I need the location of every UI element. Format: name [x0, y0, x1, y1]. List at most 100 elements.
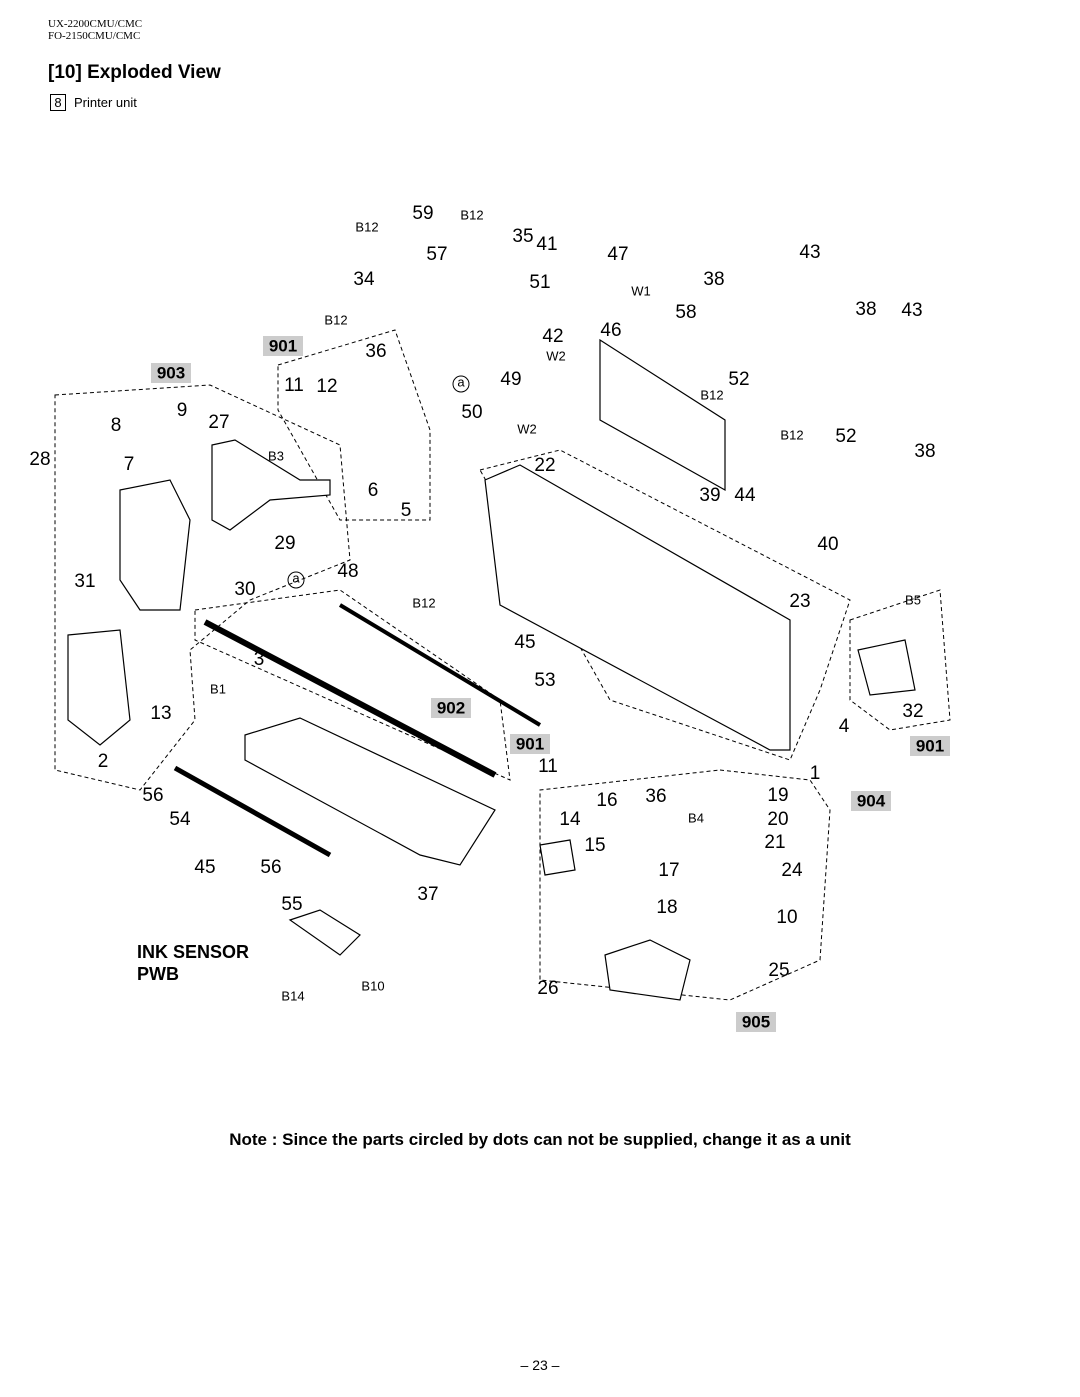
part-number: 51: [529, 272, 550, 293]
fastener-label: B5: [905, 592, 921, 607]
part-number: 36: [645, 786, 666, 807]
part-number: 19: [767, 785, 788, 806]
part-number: 59: [412, 203, 433, 224]
unit-label: 901: [916, 736, 944, 755]
unit-label: 902: [437, 698, 465, 717]
fastener-label: B12: [355, 219, 378, 234]
part-number: 49: [500, 369, 521, 390]
part-number: 1: [810, 763, 821, 784]
fastener-label: B1: [210, 681, 226, 696]
ref-circle: [287, 571, 305, 589]
part-number: 2: [98, 751, 109, 772]
part-number: 38: [855, 299, 876, 320]
part-number: 8: [111, 415, 122, 436]
unit-box: [431, 698, 471, 718]
ref-mark: a: [292, 570, 300, 585]
unit-outline: [194, 589, 511, 781]
unit-label: 905: [742, 1012, 770, 1031]
part-number: 39: [699, 485, 720, 506]
part-number: 21: [764, 832, 785, 853]
tray: [244, 717, 496, 866]
unit-label: 903: [157, 363, 185, 382]
unit-box: [851, 791, 891, 811]
part-number: 9: [177, 400, 188, 421]
part-number: 56: [142, 785, 163, 806]
page-number: – 23 –: [520, 1357, 560, 1373]
part-number: 16: [596, 790, 617, 811]
note: Note : Since the parts circled by dots c…: [229, 1130, 851, 1149]
part-number: 38: [703, 269, 724, 290]
cable: [211, 439, 331, 531]
fastener-label: B12: [700, 387, 723, 402]
side-bracket: [67, 629, 131, 746]
fastener-label: B14: [281, 988, 304, 1003]
unit-box: [510, 734, 550, 754]
part-number: 34: [353, 269, 375, 290]
part-number: 50: [461, 402, 482, 423]
fastener-label: B12: [460, 207, 483, 222]
ink-sensor-label: INK SENSOR: [137, 942, 249, 962]
unit-box: [910, 736, 950, 756]
subtitle: 8 Printer unit: [50, 94, 137, 111]
part-number: 6: [368, 480, 379, 501]
part-number: 14: [559, 809, 581, 830]
roller: [203, 619, 497, 778]
part-number: 3: [254, 649, 265, 670]
pcb: [599, 338, 726, 492]
part-number: 58: [675, 302, 696, 323]
part-number: 35: [512, 226, 533, 247]
part-number: 15: [584, 835, 605, 856]
model-line: FO-2150CMU/CMC: [48, 30, 141, 42]
ref-circle: [452, 375, 470, 393]
part-number: 27: [208, 412, 229, 433]
part-number: 11: [538, 756, 558, 777]
part-number: 26: [537, 978, 558, 999]
part-number: 10: [776, 907, 797, 928]
ref-mark: a: [457, 374, 465, 389]
unit-outline: [849, 589, 951, 731]
unit-box: [736, 1012, 776, 1032]
part-number: 53: [534, 670, 555, 691]
part-number: 46: [600, 320, 621, 341]
fastener-label: B4: [688, 810, 704, 825]
part-number: 52: [728, 369, 749, 390]
part-number: 30: [234, 579, 255, 600]
part-number: 13: [150, 703, 171, 724]
part-number: 7: [124, 454, 135, 475]
part-number: 38: [914, 441, 935, 462]
part-number: 36: [365, 341, 386, 362]
part-number: 12: [316, 376, 337, 397]
main-frame: [484, 464, 791, 751]
fastener-label: W2: [546, 348, 566, 363]
part-number: 32: [902, 701, 923, 722]
part-number: 29: [274, 533, 295, 554]
model-line: UX-2200CMU/CMC: [48, 18, 143, 30]
side-bracket: [119, 479, 191, 611]
subtitle-text: Printer unit: [74, 95, 137, 110]
part-number: 17: [658, 860, 679, 881]
part-number: 22: [534, 455, 555, 476]
ink-sensor-label: PWB: [137, 964, 179, 984]
part-number: 18: [656, 897, 677, 918]
part-number: 45: [514, 632, 535, 653]
part-number: 4: [839, 716, 850, 737]
part-number: 45: [194, 857, 215, 878]
part-number: 20: [767, 809, 788, 830]
fastener-label: W2: [517, 421, 537, 436]
motor: [857, 639, 916, 696]
part-number: 24: [781, 860, 803, 881]
part-number: 42: [542, 326, 563, 347]
part-number: 23: [789, 591, 810, 612]
part-number: 43: [901, 300, 922, 321]
part-number: 57: [426, 244, 447, 265]
part-number: 5: [401, 500, 412, 521]
fastener-label: B3: [268, 448, 284, 463]
unit-label: 901: [516, 734, 544, 753]
part-number: 28: [29, 449, 50, 470]
unit-box: [263, 336, 303, 356]
part-number: 56: [260, 857, 281, 878]
part-number: 43: [799, 242, 820, 263]
unit-outline: [277, 329, 431, 521]
subtitle-number: 8: [50, 94, 66, 111]
